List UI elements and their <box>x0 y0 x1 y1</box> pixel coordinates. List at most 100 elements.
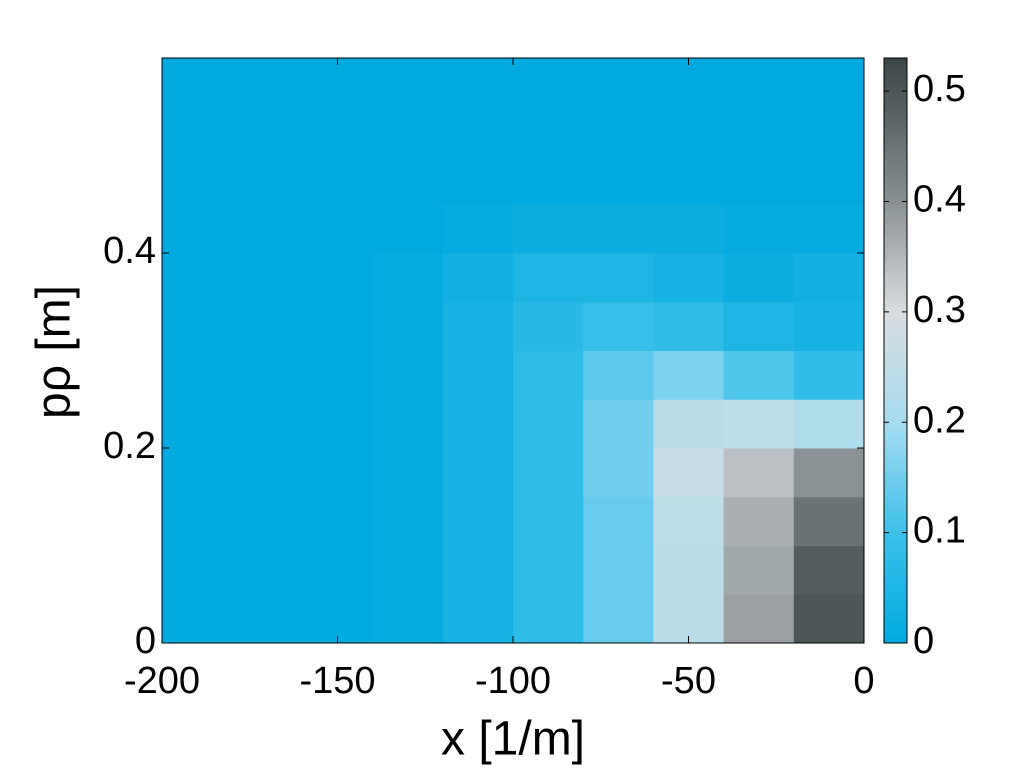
cell <box>232 106 303 156</box>
colorbar-step <box>884 413 907 420</box>
colorbar-step <box>884 565 907 571</box>
x-tick-label: -50 <box>661 660 716 702</box>
colorbar-step <box>884 394 907 400</box>
cell <box>372 448 444 498</box>
y-tick-label: 0.2 <box>103 425 156 467</box>
colorbar-step <box>884 214 907 220</box>
colorbar-step <box>884 253 907 259</box>
colorbar-step <box>884 530 907 537</box>
cell <box>442 253 514 303</box>
colorbar-step <box>884 257 907 264</box>
cell <box>302 253 374 303</box>
colorbar-step <box>884 374 907 381</box>
cell <box>232 204 303 254</box>
cell <box>653 545 725 595</box>
colorbar-step <box>884 589 907 595</box>
cell <box>653 399 725 449</box>
colorbar-step <box>884 628 907 634</box>
colorbar-tick-label: 0 <box>913 620 934 662</box>
cell <box>372 496 444 546</box>
cell <box>793 58 865 108</box>
colorbar-step <box>884 428 907 434</box>
colorbar-step <box>884 287 907 293</box>
cell <box>442 399 514 449</box>
colorbar-step <box>884 526 907 532</box>
cell <box>302 399 374 449</box>
cell <box>302 204 374 254</box>
cell <box>162 204 233 254</box>
cell <box>372 399 444 449</box>
colorbar-step <box>884 448 907 454</box>
colorbar-step <box>884 550 907 556</box>
colorbar-step <box>884 409 907 415</box>
y-tick-label: 0.4 <box>103 230 156 272</box>
cell <box>723 155 795 205</box>
colorbar-step <box>884 477 907 483</box>
cell <box>442 496 514 546</box>
cell <box>372 545 444 595</box>
colorbar-step <box>884 209 907 215</box>
cell <box>513 545 584 595</box>
cell <box>653 350 725 400</box>
colorbar-step <box>884 540 907 546</box>
colorbar-step <box>884 535 907 542</box>
cell <box>302 106 374 156</box>
colorbar-step <box>884 633 907 639</box>
colorbar-step <box>884 126 907 132</box>
colorbar-step <box>884 545 907 551</box>
cell <box>793 106 865 156</box>
colorbar-step <box>884 360 907 366</box>
colorbar-step <box>884 87 907 93</box>
cell <box>232 253 303 303</box>
cell <box>513 155 584 205</box>
cell <box>653 594 725 644</box>
cell <box>513 448 584 498</box>
colorbar-step <box>884 467 907 473</box>
colorbar-step <box>884 389 907 395</box>
colorbar-step <box>884 555 907 561</box>
colorbar-step <box>884 331 907 337</box>
colorbar-step <box>884 623 907 629</box>
colorbar-step <box>884 433 907 439</box>
cell <box>723 399 795 449</box>
cell <box>302 496 374 546</box>
cell <box>513 496 584 546</box>
cell <box>513 594 584 644</box>
colorbar-step <box>884 72 907 78</box>
cell <box>723 448 795 498</box>
cell <box>442 155 514 205</box>
colorbar-step <box>884 335 907 342</box>
colorbar-step <box>884 350 907 356</box>
cell <box>162 58 233 108</box>
cell <box>653 204 725 254</box>
colorbar-step <box>884 423 907 429</box>
cell <box>793 350 865 400</box>
cell <box>723 253 795 303</box>
cell <box>653 253 725 303</box>
cell <box>513 106 584 156</box>
cell <box>513 253 584 303</box>
colorbar-step <box>884 121 907 127</box>
colorbar-step <box>884 516 907 522</box>
cell <box>793 545 865 595</box>
cell <box>513 301 584 351</box>
colorbar-tick-label: 0.1 <box>913 510 966 552</box>
colorbar-step <box>884 160 907 166</box>
colorbar-step <box>884 511 907 517</box>
colorbar-tick-label: 0.2 <box>913 399 966 441</box>
cell <box>583 399 654 449</box>
colorbar-step <box>884 496 907 503</box>
cell <box>723 594 795 644</box>
cell <box>232 545 303 595</box>
cell <box>442 448 514 498</box>
cell <box>372 155 444 205</box>
colorbar-step <box>884 462 907 468</box>
colorbar-step <box>884 370 907 376</box>
colorbar-step <box>884 179 907 186</box>
colorbar-step <box>884 282 907 288</box>
colorbar-step <box>884 155 907 161</box>
cell <box>583 155 654 205</box>
cell <box>372 350 444 400</box>
cell <box>232 155 303 205</box>
